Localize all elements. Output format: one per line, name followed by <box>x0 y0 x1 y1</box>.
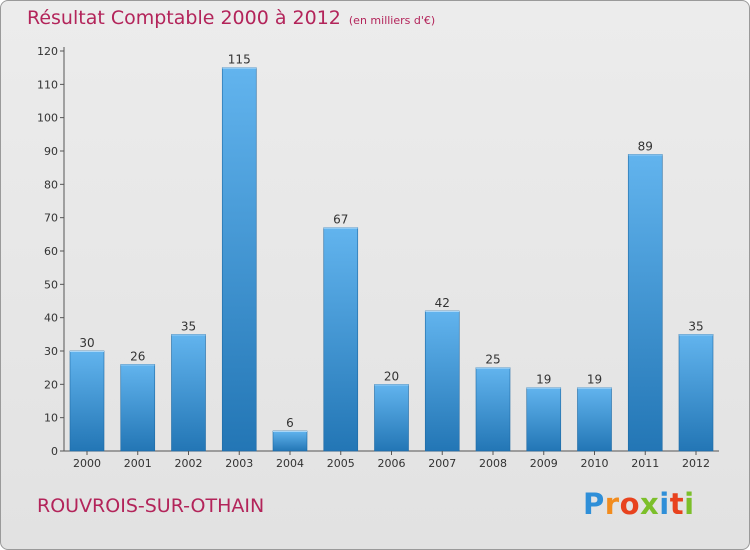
bar <box>475 367 511 452</box>
x-tick-label: 2007 <box>428 457 456 470</box>
bar-value-label: 35 <box>688 319 703 333</box>
bar <box>526 387 562 452</box>
x-tick-label: 2010 <box>581 457 609 470</box>
bar-value-label: 35 <box>181 319 196 333</box>
y-tick-label: 80 <box>44 178 58 191</box>
logo-letter: r <box>604 487 620 521</box>
bar-value-label: 26 <box>130 349 145 363</box>
logo-letter: P <box>583 487 605 521</box>
bar <box>69 350 105 452</box>
x-tick-label: 2012 <box>682 457 710 470</box>
logo-letter: o <box>619 487 641 521</box>
bar <box>678 334 714 452</box>
x-tick-label: 2008 <box>479 457 507 470</box>
commune-name: ROUVROIS-SUR-OTHAIN <box>37 495 265 517</box>
x-tick-label: 2009 <box>530 457 558 470</box>
bar-value-label: 25 <box>485 353 500 367</box>
y-tick-label: 100 <box>37 112 58 125</box>
bar <box>627 154 663 452</box>
bar-value-label: 20 <box>384 369 399 383</box>
y-tick-label: 120 <box>37 45 58 58</box>
bar-value-label: 6 <box>286 416 294 430</box>
bar <box>171 334 206 452</box>
bar-value-label: 42 <box>435 296 450 310</box>
bar-value-label: 19 <box>587 373 602 387</box>
y-tick-label: 40 <box>44 312 58 325</box>
chart-title: Résultat Comptable 2000 à 2012 (en millie… <box>27 7 435 29</box>
logo-letter: i <box>659 487 670 521</box>
bar <box>577 387 612 452</box>
bar-value-label: 19 <box>536 373 551 387</box>
logo-letter: x <box>640 487 660 521</box>
x-tick-label: 2011 <box>631 457 659 470</box>
y-tick-label: 50 <box>44 278 58 291</box>
x-tick-label: 2004 <box>276 457 304 470</box>
bar-value-label: 30 <box>79 336 94 350</box>
bar <box>323 227 359 452</box>
bar-value-label: 89 <box>638 139 653 153</box>
chart-title-text: Résultat Comptable 2000 à 2012 <box>27 7 341 29</box>
x-tick-label: 2006 <box>378 457 406 470</box>
x-tick-label: 2002 <box>175 457 203 470</box>
y-tick-label: 30 <box>44 345 58 358</box>
bar <box>272 430 308 452</box>
y-tick-label: 20 <box>44 378 58 391</box>
bar <box>120 364 156 452</box>
y-tick-label: 0 <box>51 445 58 458</box>
bar <box>424 310 460 452</box>
x-tick-label: 2003 <box>225 457 253 470</box>
x-tick-label: 2005 <box>327 457 355 470</box>
y-tick-label: 10 <box>44 412 58 425</box>
logo-letter: i <box>684 487 695 521</box>
x-tick-label: 2000 <box>73 457 101 470</box>
bar <box>221 67 257 452</box>
bar-value-label: 67 <box>333 213 348 227</box>
y-tick-label: 110 <box>37 78 58 91</box>
y-tick-label: 60 <box>44 245 58 258</box>
x-tick-label: 2001 <box>124 457 152 470</box>
y-tick-label: 70 <box>44 212 58 225</box>
logo-letter: t <box>669 487 685 521</box>
chart-subtitle: (en milliers d'€) <box>348 14 436 27</box>
y-tick-label: 90 <box>44 145 58 158</box>
bar-value-label: 115 <box>228 53 251 67</box>
bar <box>374 384 409 452</box>
proxiti-logo: Proxiti <box>583 487 695 521</box>
